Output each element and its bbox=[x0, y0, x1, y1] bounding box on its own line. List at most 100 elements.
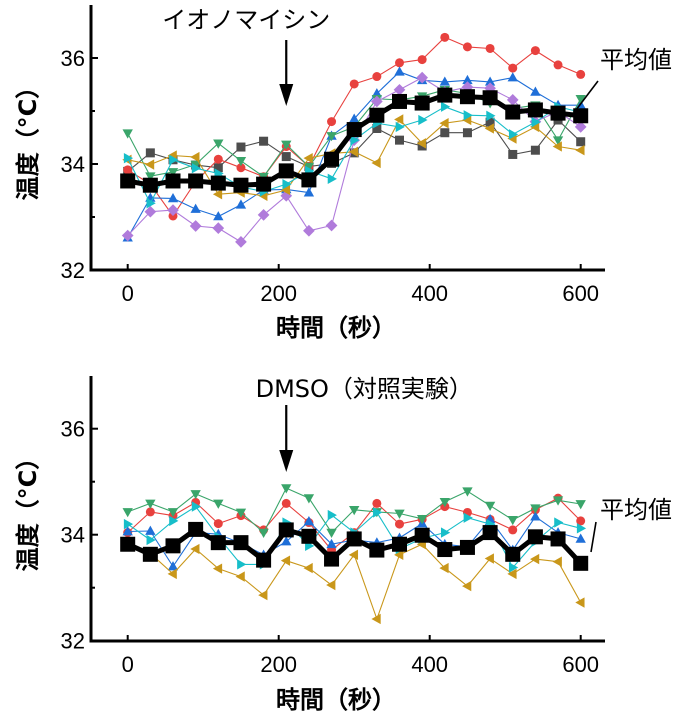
data-point-purple bbox=[416, 71, 428, 84]
data-point-average bbox=[120, 173, 136, 189]
data-point-cyan bbox=[531, 116, 541, 128]
x-axis-title: 時間（秒） bbox=[276, 314, 396, 342]
data-point-green bbox=[575, 94, 586, 105]
data-point-gray bbox=[213, 163, 223, 173]
series-purple bbox=[121, 71, 587, 248]
data-point-red bbox=[145, 507, 155, 517]
data-point-cyan bbox=[123, 518, 134, 530]
data-point-red bbox=[327, 117, 337, 127]
data-point-green bbox=[349, 505, 360, 516]
data-point-purple bbox=[257, 209, 270, 221]
data-point-average bbox=[278, 163, 294, 179]
data-point-gray bbox=[440, 128, 450, 138]
data-point-cyan bbox=[508, 562, 519, 573]
data-point-red bbox=[281, 498, 291, 508]
data-point-average bbox=[301, 172, 317, 188]
data-point-gold bbox=[280, 184, 291, 196]
average-leader-line bbox=[590, 521, 597, 553]
data-point-blue bbox=[190, 203, 201, 213]
data-point-gold bbox=[212, 563, 223, 574]
data-point-gray bbox=[485, 117, 495, 127]
data-point-green bbox=[213, 499, 224, 509]
data-point-green bbox=[394, 509, 405, 519]
data-point-average bbox=[505, 104, 521, 120]
data-point-gray bbox=[530, 145, 540, 155]
treatment-annotation: イオノマイシン bbox=[162, 6, 330, 34]
data-point-green bbox=[303, 162, 315, 173]
axes bbox=[89, 5, 605, 272]
data-point-cyan bbox=[418, 114, 428, 126]
data-point-green bbox=[484, 501, 496, 511]
data-point-purple bbox=[121, 229, 134, 242]
data-point-blue bbox=[349, 113, 360, 123]
axes bbox=[89, 376, 605, 643]
data-point-average bbox=[414, 95, 430, 111]
data-point-cyan bbox=[282, 178, 292, 190]
dmso-chart-panel: 0 200 400 600 32 34 36 時間（秒） 温度（°C） DMSO… bbox=[14, 375, 672, 714]
x-tick-label: 200 bbox=[260, 652, 297, 677]
data-point-green bbox=[552, 136, 564, 146]
data-point-green bbox=[439, 498, 450, 508]
data-point-average bbox=[482, 525, 498, 541]
data-point-blue bbox=[462, 74, 473, 85]
data-point-gold bbox=[371, 613, 381, 625]
data-point-average bbox=[369, 542, 385, 558]
data-point-cyan bbox=[395, 121, 405, 133]
data-point-green bbox=[326, 132, 337, 142]
data-point-average bbox=[392, 93, 407, 109]
data-point-purple bbox=[303, 224, 315, 237]
data-point-gray bbox=[508, 149, 518, 159]
data-point-purple bbox=[189, 220, 202, 232]
series-average bbox=[120, 87, 589, 193]
data-point-average bbox=[573, 555, 589, 571]
y-axis-title: 温度（°C） bbox=[14, 75, 42, 201]
data-point-average bbox=[459, 539, 475, 555]
data-point-green bbox=[303, 494, 315, 504]
data-point-cyan bbox=[169, 154, 179, 165]
data-point-green bbox=[258, 528, 269, 538]
data-point-green bbox=[281, 140, 292, 150]
data-point-cyan bbox=[169, 515, 179, 527]
data-point-cyan bbox=[554, 517, 564, 528]
data-point-gold bbox=[303, 152, 313, 164]
data-point-average bbox=[550, 531, 566, 547]
data-point-green bbox=[530, 504, 541, 514]
data-point-red bbox=[372, 72, 382, 82]
data-point-cyan bbox=[327, 173, 337, 185]
data-point-average bbox=[188, 521, 204, 537]
data-point-average bbox=[346, 531, 362, 547]
data-point-cyan bbox=[350, 134, 360, 146]
data-point-average bbox=[346, 122, 362, 138]
data-point-green bbox=[235, 156, 247, 167]
data-point-gray bbox=[281, 152, 291, 162]
data-point-average bbox=[550, 105, 566, 121]
data-point-gold bbox=[371, 157, 381, 169]
x-tick-labels: 0 200 400 600 bbox=[122, 652, 599, 677]
average-leader-line bbox=[575, 80, 599, 111]
data-point-blue bbox=[303, 187, 315, 197]
data-point-gold bbox=[394, 114, 404, 125]
data-point-red bbox=[553, 60, 563, 70]
data-point-gold bbox=[303, 562, 313, 574]
data-point-blue bbox=[122, 526, 133, 536]
data-point-green bbox=[281, 484, 292, 494]
x-tick-label: 0 bbox=[122, 652, 134, 677]
data-point-red bbox=[236, 163, 246, 173]
data-point-gray bbox=[145, 148, 155, 158]
x-axis-title: 時間（秒） bbox=[276, 686, 396, 714]
y-tick-label: 32 bbox=[61, 629, 85, 654]
data-point-average bbox=[369, 107, 385, 123]
data-point-average bbox=[142, 177, 158, 193]
data-point-cyan bbox=[463, 512, 473, 523]
data-point-red bbox=[213, 154, 223, 164]
data-point-gray bbox=[395, 135, 404, 145]
data-point-green bbox=[235, 508, 247, 518]
data-point-gold bbox=[507, 568, 517, 580]
data-point-blue bbox=[530, 86, 541, 96]
data-point-blue bbox=[326, 538, 337, 549]
data-point-average bbox=[188, 173, 204, 189]
data-point-red bbox=[417, 55, 427, 65]
data-point-cyan bbox=[440, 101, 451, 112]
y-axis-title: 温度（°C） bbox=[14, 446, 42, 572]
